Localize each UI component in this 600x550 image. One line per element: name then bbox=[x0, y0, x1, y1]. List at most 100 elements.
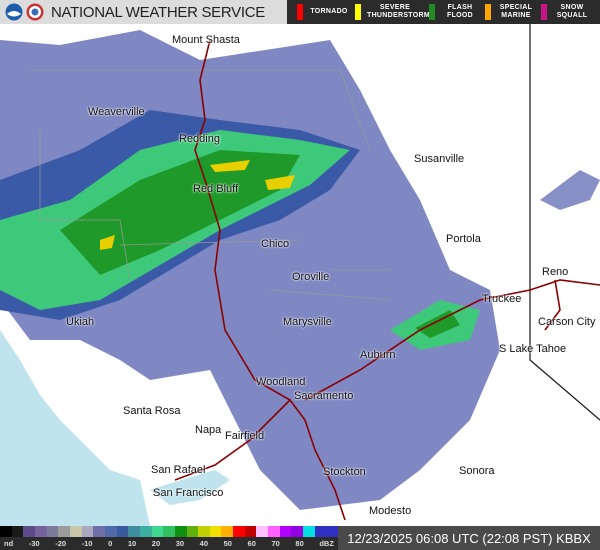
scale-swatch bbox=[81, 526, 94, 537]
city-label: Sonora bbox=[459, 465, 495, 477]
scale-swatch bbox=[244, 526, 257, 537]
scale-swatch bbox=[69, 526, 82, 537]
warning-swatch bbox=[297, 4, 303, 20]
scale-tick: dBZ bbox=[319, 539, 334, 548]
warning-item: SPECIAL MARINE bbox=[485, 0, 535, 24]
state-border bbox=[529, 24, 600, 421]
city-label: Truckee bbox=[482, 293, 522, 305]
city-label: Stockton bbox=[323, 466, 366, 478]
scale-swatch bbox=[198, 526, 210, 537]
scale-swatch bbox=[34, 526, 47, 537]
reflectivity-legend: nd -30 -20 -10 0 10 20 30 40 50 60 70 80 dBZ bbox=[0, 526, 339, 550]
app-title: NATIONAL WEATHER SERVICE bbox=[51, 3, 265, 21]
city-label: Weaverville bbox=[88, 106, 145, 118]
warning-label: FLASH FLOOD bbox=[447, 4, 473, 19]
city-label: Woodland bbox=[256, 376, 306, 388]
warning-item: TORNADO bbox=[297, 0, 349, 24]
warning-swatch bbox=[485, 4, 491, 20]
scale-swatch bbox=[163, 526, 175, 537]
scale-swatch bbox=[104, 526, 117, 537]
warning-label: SEVERE THUNDERSTORM bbox=[367, 4, 430, 19]
radar-map-svg bbox=[0, 24, 600, 526]
city-label: Auburn bbox=[360, 349, 396, 361]
scale-swatch bbox=[303, 526, 315, 537]
scale-tick: -20 bbox=[55, 539, 67, 548]
city-label: Modesto bbox=[369, 505, 412, 517]
warning-item: SNOW SQUALL bbox=[541, 0, 591, 24]
scale-swatch bbox=[291, 526, 304, 537]
county-borders bbox=[30, 69, 391, 301]
scale-swatch bbox=[23, 526, 35, 537]
city-label: Red Bluff bbox=[193, 183, 239, 195]
city-label: Fairfield bbox=[225, 430, 265, 442]
city-label: Napa bbox=[195, 424, 222, 436]
radar-echoes bbox=[0, 30, 600, 510]
scale-tick: 30 bbox=[175, 539, 185, 548]
city-label: Reno bbox=[542, 266, 569, 278]
scale-tick: -10 bbox=[81, 539, 93, 548]
city-label: Susanville bbox=[414, 153, 465, 165]
warning-swatch bbox=[541, 4, 547, 20]
city-label: Portola bbox=[446, 233, 481, 245]
color-scale bbox=[0, 526, 339, 537]
scale-swatch bbox=[256, 526, 269, 537]
warning-item: SEVERE THUNDERSTORM bbox=[355, 0, 430, 24]
noaa-logo-icon bbox=[5, 3, 23, 21]
warning-swatch bbox=[355, 4, 361, 20]
scale-tick: nd bbox=[4, 539, 14, 548]
scale-swatch bbox=[128, 526, 140, 537]
scale-ticks: nd -30 -20 -10 0 10 20 30 40 50 60 70 80 dBZ bbox=[0, 537, 338, 548]
scale-swatch bbox=[139, 526, 152, 537]
scale-swatch bbox=[151, 526, 164, 537]
bay bbox=[150, 470, 230, 505]
city-label: San Francisco bbox=[153, 487, 224, 499]
warning-label: SPECIAL MARINE bbox=[499, 4, 533, 19]
scale-swatch bbox=[93, 526, 105, 537]
ocean bbox=[0, 330, 150, 526]
city-label: Marysville bbox=[283, 316, 332, 328]
scale-swatch bbox=[46, 526, 59, 537]
city-label: Redding bbox=[179, 133, 220, 145]
scale-swatch bbox=[58, 526, 70, 537]
scale-swatch bbox=[279, 526, 292, 537]
scale-tick: 0 bbox=[108, 539, 113, 548]
city-label: Chico bbox=[261, 238, 290, 250]
scale-tick: 70 bbox=[271, 539, 280, 548]
scale-swatch bbox=[116, 526, 129, 537]
header-bar: NATIONAL WEATHER SERVICE TORNADO SEVERE T… bbox=[0, 0, 600, 24]
scale-swatch bbox=[221, 526, 234, 537]
scale-swatch bbox=[209, 526, 222, 537]
scale-swatch bbox=[174, 526, 187, 537]
scale-tick: 80 bbox=[295, 539, 304, 548]
scale-swatch bbox=[0, 526, 12, 537]
warning-label: TORNADO bbox=[310, 8, 348, 15]
highways bbox=[174, 39, 600, 521]
warning-legend: TORNADO SEVERE THUNDERSTORM FLASH FLOOD SPE… bbox=[287, 0, 600, 24]
city-label: Oroville bbox=[292, 271, 330, 283]
warning-label: SNOW SQUALL bbox=[556, 4, 588, 19]
city-label: Sacramento bbox=[294, 390, 354, 402]
scale-swatch bbox=[233, 526, 245, 537]
scale-tick: 50 bbox=[223, 539, 232, 548]
scale-swatch bbox=[314, 526, 327, 537]
city-label: Santa Rosa bbox=[123, 405, 181, 417]
city-label: Mount Shasta bbox=[172, 34, 240, 46]
scale-swatch bbox=[326, 526, 339, 537]
scale-tick: 40 bbox=[199, 539, 208, 548]
radar-map[interactable]: Mount Shasta Weaverville Redding Susanville… bbox=[0, 24, 600, 526]
nws-logo-icon bbox=[26, 3, 44, 21]
timestamp: 12/23/2025 06:08 UTC (22:08 PST) KBBX bbox=[338, 526, 600, 550]
warning-swatch bbox=[429, 4, 435, 20]
city-label: S Lake Tahoe bbox=[499, 343, 567, 355]
city-label: San Rafael bbox=[151, 464, 206, 476]
scale-swatch bbox=[268, 526, 280, 537]
city-label: Carson City bbox=[538, 316, 596, 328]
scale-swatch bbox=[11, 526, 24, 537]
scale-tick: 60 bbox=[247, 539, 256, 548]
scale-swatch bbox=[186, 526, 199, 537]
city-label: Ukiah bbox=[66, 316, 95, 328]
scale-tick: 20 bbox=[151, 539, 161, 548]
scale-tick: -30 bbox=[28, 539, 40, 548]
brand: NATIONAL WEATHER SERVICE bbox=[0, 0, 287, 24]
warning-item: FLASH FLOOD bbox=[429, 0, 479, 24]
